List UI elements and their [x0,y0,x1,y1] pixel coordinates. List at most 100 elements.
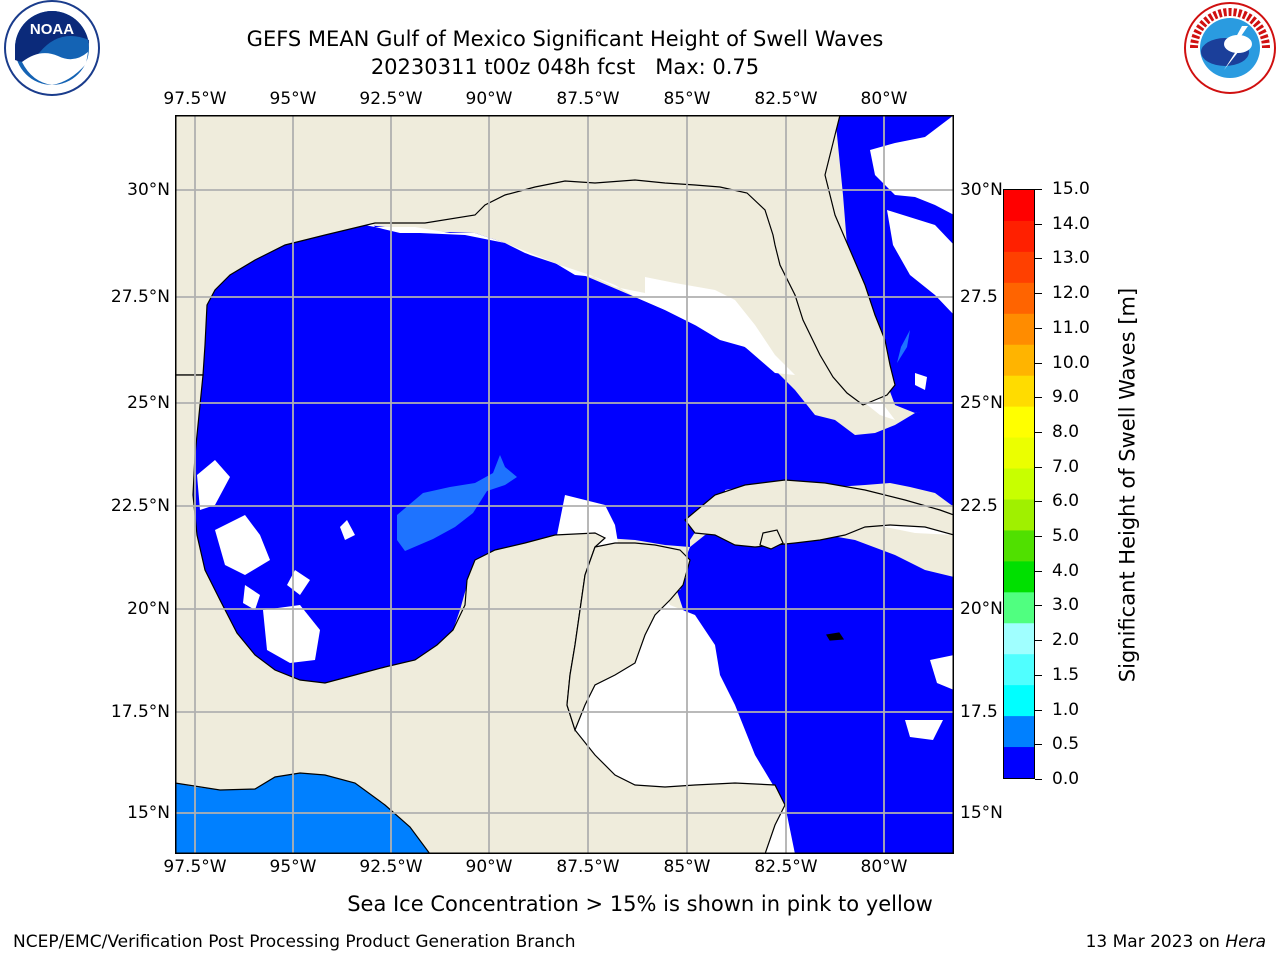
colorbar-tick-label: 14.0 [1052,213,1090,234]
colorbar-band [1004,375,1034,408]
colorbar-tick [1035,779,1042,780]
lat-tick-left: 20°N [127,599,170,619]
colorbar-band [1004,282,1034,315]
colorbar-tick-label: 12.0 [1052,283,1090,304]
colorbar-band [1004,406,1034,439]
lon-tick-top: 80°W [860,89,908,109]
colorbar-tick [1035,605,1042,607]
colorbar-band [1004,344,1034,377]
lon-tick-top: 95°W [269,89,317,109]
nws-logo [1180,0,1280,100]
lat-tick-left: 17.5°N [110,702,170,722]
colorbar-tick-label: 9.0 [1052,387,1080,408]
lon-tick-bottom: 97.5°W [163,857,227,877]
colorbar-band [1004,437,1034,470]
lon-tick-bottom: 82.5°W [754,857,818,877]
sea-ice-note: Sea Ice Concentration > 15% is shown in … [347,892,933,916]
colorbar-tick-label: 5.0 [1052,526,1080,547]
footer-date-text: 13 Mar 2023 on [1085,932,1226,952]
lon-tick-top: 85°W [663,89,711,109]
colorbar-band [1004,716,1034,748]
lat-tick-left: 15°N [127,803,170,823]
colorbar-band [1004,685,1034,717]
swell-patch [397,455,517,551]
lat-tick-right: 15°N [960,803,1003,823]
map-subtitle: 20230311 t00z 048h fcst Max: 0.75 [370,55,760,79]
colorbar-band [1004,530,1034,562]
colorbar-tick [1035,709,1042,711]
colorbar-tick-label: 13.0 [1052,248,1090,269]
colorbar-tick-label: 11.0 [1052,317,1090,338]
lat-tick-left: 22.5°N [110,496,170,516]
colorbar-band [1004,190,1034,222]
colorbar [1003,189,1035,779]
footer-credit: NCEP/EMC/Verification Post Processing Pr… [13,932,576,952]
lat-tick-left: 30°N [127,180,170,200]
colorbar-tick [1035,674,1042,676]
colorbar-tick [1035,431,1042,433]
colorbar-tick-label: 6.0 [1052,491,1080,512]
lon-tick-bottom: 80°W [860,857,908,877]
colorbar-tick-label: 1.0 [1052,699,1080,720]
lat-tick-right: 27.5 [960,287,998,307]
lon-tick-top: 82.5°W [754,89,818,109]
colorbar-tick [1035,640,1042,642]
colorbar-tick [1035,223,1042,225]
colorbar-tick [1035,501,1042,503]
lat-tick-right: 22.5 [960,496,998,516]
lat-tick-right: 17.5 [960,702,998,722]
colorbar-tick-label: 1.5 [1052,664,1080,685]
lat-tick-left: 27.5°N [110,287,170,307]
colorbar-tick [1035,536,1042,538]
colorbar-tick-label: 4.0 [1052,560,1080,581]
colorbar-band [1004,499,1034,531]
colorbar-band [1004,468,1034,500]
lat-tick-right: 30°N [960,180,1003,200]
colorbar-tick [1035,327,1042,329]
lat-tick-right: 20°N [960,599,1003,619]
colorbar-band [1004,313,1034,346]
colorbar-title: Significant Height of Swell Waves [m] [1115,287,1140,683]
colorbar-tick [1035,397,1042,399]
lon-tick-bottom: 87.5°W [556,857,620,877]
gulf-of-mexico-map [174,114,955,855]
colorbar-tick-label: 3.0 [1052,595,1080,616]
lon-tick-bottom: 92.5°W [359,857,423,877]
graticule [175,115,954,854]
noaa-logo: NOAA [0,0,105,100]
gulf-water [193,223,954,685]
footer-host: Hera [1225,932,1266,952]
lon-tick-bottom: 85°W [663,857,711,877]
colorbar-tick [1035,189,1042,190]
lon-tick-top: 97.5°W [163,89,227,109]
colorbar-band [1004,592,1034,624]
colorbar-tick-label: 10.0 [1052,352,1090,373]
colorbar-band [1004,220,1034,253]
colorbar-tick [1035,258,1042,260]
lat-tick-right: 25°N [960,393,1003,413]
lon-tick-bottom: 90°W [465,857,513,877]
colorbar-tick-label: 2.0 [1052,630,1080,651]
lon-tick-top: 92.5°W [359,89,423,109]
colorbar-band [1004,654,1034,686]
colorbar-band [1004,251,1034,284]
colorbar-tick [1035,293,1042,295]
colorbar-band [1004,561,1034,593]
colorbar-tick [1035,744,1042,746]
footer-date: 13 Mar 2023 on Hera [1086,932,1266,952]
colorbar-tick-label: 7.0 [1052,456,1080,477]
colorbar-band [1004,623,1034,655]
lon-tick-top: 90°W [465,89,513,109]
lon-tick-top: 87.5°W [556,89,620,109]
colorbar-tick [1035,570,1042,572]
colorbar-tick [1035,362,1042,364]
lat-tick-left: 25°N [127,393,170,413]
colorbar-tick [1035,466,1042,468]
svg-text:NOAA: NOAA [30,21,74,38]
colorbar-tick-label: 8.0 [1052,421,1080,442]
colorbar-band [1004,747,1034,778]
colorbar-tick-label: 0.5 [1052,734,1080,755]
colorbar-tick-label: 15.0 [1052,179,1090,199]
colorbar-tick-label: 0.0 [1052,769,1080,789]
lon-tick-bottom: 95°W [269,857,317,877]
